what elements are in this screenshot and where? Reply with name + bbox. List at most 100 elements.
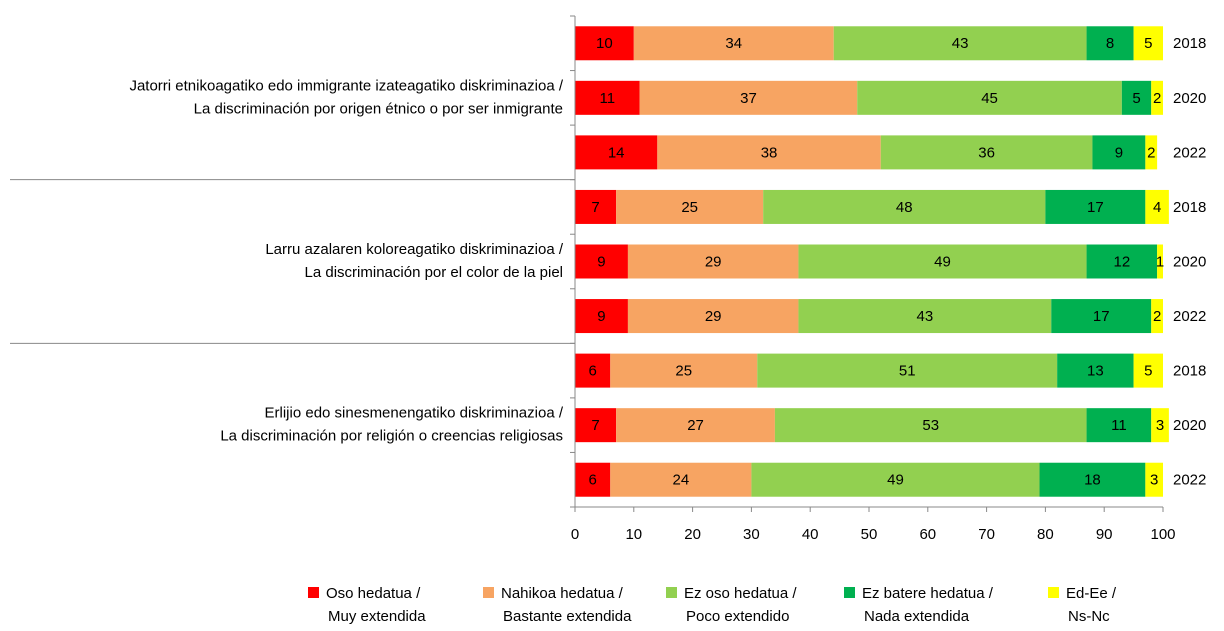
data-label: 1: [1156, 253, 1164, 270]
bar-segment: [610, 462, 752, 497]
bar-segment: [1151, 80, 1163, 115]
data-label: 6: [588, 363, 596, 380]
data-label: 25: [675, 363, 692, 380]
data-label: 2: [1153, 90, 1161, 107]
legend-label: Ed-Ee /: [1066, 585, 1117, 602]
legend-label: Nahikoa hedatua /: [501, 585, 624, 602]
data-label: 7: [591, 417, 599, 434]
bar-segment: [1145, 462, 1163, 497]
bar-segment: [798, 299, 1052, 334]
x-tick-label: 70: [978, 526, 995, 543]
bar-segment: [633, 26, 834, 61]
bar-segment: [1151, 299, 1163, 334]
data-label: 24: [672, 472, 689, 489]
bar-segment: [1151, 408, 1169, 443]
legend-swatch: [308, 587, 319, 598]
data-label: 13: [1087, 363, 1104, 380]
bar-segment: [610, 353, 758, 388]
data-label: 17: [1087, 199, 1104, 216]
data-label: 49: [934, 253, 951, 270]
data-label: 48: [896, 199, 913, 216]
data-label: 2: [1147, 144, 1155, 161]
data-label: 5: [1144, 35, 1152, 52]
data-label: 43: [952, 35, 969, 52]
data-label: 4: [1153, 199, 1161, 216]
data-label: 8: [1106, 35, 1114, 52]
bar-segment: [1145, 135, 1158, 170]
x-tick-label: 0: [571, 526, 579, 543]
data-label: 27: [687, 417, 704, 434]
data-label: 11: [1111, 417, 1127, 434]
group-label: Larru azalaren koloreagatiko diskriminaz…: [265, 241, 563, 258]
bar-segment: [1086, 26, 1134, 61]
x-tick-label: 90: [1096, 526, 1113, 543]
bar-segment: [627, 299, 799, 334]
bar-segment: [1133, 353, 1163, 388]
legend-label: Ez oso hedatua /: [684, 585, 797, 602]
bar-segment: [575, 26, 634, 61]
bar-segment: [798, 244, 1087, 279]
bar-segment: [575, 244, 628, 279]
bar-segment: [1051, 299, 1152, 334]
bar-segment: [1157, 244, 1163, 279]
x-tick-label: 50: [861, 526, 878, 543]
data-label: 3: [1150, 472, 1158, 489]
year-label: 2018: [1173, 199, 1206, 216]
legend-label: Poco extendido: [686, 608, 789, 625]
bar-segment: [575, 189, 617, 224]
legend-label: Muy extendida: [328, 608, 426, 625]
bar-segment: [751, 462, 1040, 497]
bar-segment: [1045, 189, 1146, 224]
bar-segment: [1092, 135, 1146, 170]
bar-segment: [627, 244, 799, 279]
data-label: 3: [1156, 417, 1164, 434]
data-label: 6: [588, 472, 596, 489]
bar-segment: [774, 408, 1087, 443]
data-label: 29: [705, 308, 722, 325]
bar-segment: [575, 80, 640, 115]
year-label: 2018: [1173, 35, 1206, 52]
bar-segment: [575, 462, 611, 497]
data-label: 18: [1084, 472, 1101, 489]
group-label: Jatorri etnikoagatiko edo immigrante iza…: [129, 77, 563, 94]
data-label: 38: [761, 144, 778, 161]
bar-segment: [1121, 80, 1152, 115]
data-label: 36: [978, 144, 995, 161]
data-label: 25: [681, 199, 698, 216]
bar-segment: [575, 299, 628, 334]
year-label: 2020: [1173, 90, 1206, 107]
legend-label: Oso hedatua /: [326, 585, 421, 602]
x-tick-label: 80: [1037, 526, 1054, 543]
data-label: 49: [887, 472, 904, 489]
year-label: 2020: [1173, 253, 1206, 270]
bar-segment: [757, 353, 1058, 388]
group-label: La discriminación por religión o creenci…: [220, 428, 563, 445]
data-label: 45: [981, 90, 998, 107]
bar-segment: [1039, 462, 1146, 497]
legend-label: Nada extendida: [864, 608, 970, 625]
bar-segment: [657, 135, 881, 170]
bar-segment: [833, 26, 1087, 61]
data-label: 17: [1093, 308, 1110, 325]
bar-segment: [880, 135, 1093, 170]
data-label: 11: [600, 90, 616, 107]
year-label: 2022: [1173, 472, 1206, 489]
bar-segment: [616, 189, 764, 224]
bar-segment: [639, 80, 858, 115]
x-tick-label: 20: [684, 526, 701, 543]
bar-segment: [1133, 26, 1163, 61]
legend-swatch: [844, 587, 855, 598]
data-label: 34: [725, 35, 742, 52]
bar-segment: [616, 408, 775, 443]
data-label: 5: [1132, 90, 1140, 107]
legend-swatch: [483, 587, 494, 598]
year-label: 2022: [1173, 144, 1206, 161]
legend-swatch: [1048, 587, 1059, 598]
year-label: 2020: [1173, 417, 1206, 434]
bar-segment: [575, 135, 658, 170]
data-label: 9: [597, 308, 605, 325]
data-label: 2: [1153, 308, 1161, 325]
data-label: 43: [917, 308, 934, 325]
legend-label: Ez batere hedatua /: [862, 585, 994, 602]
bar-segment: [857, 80, 1122, 115]
